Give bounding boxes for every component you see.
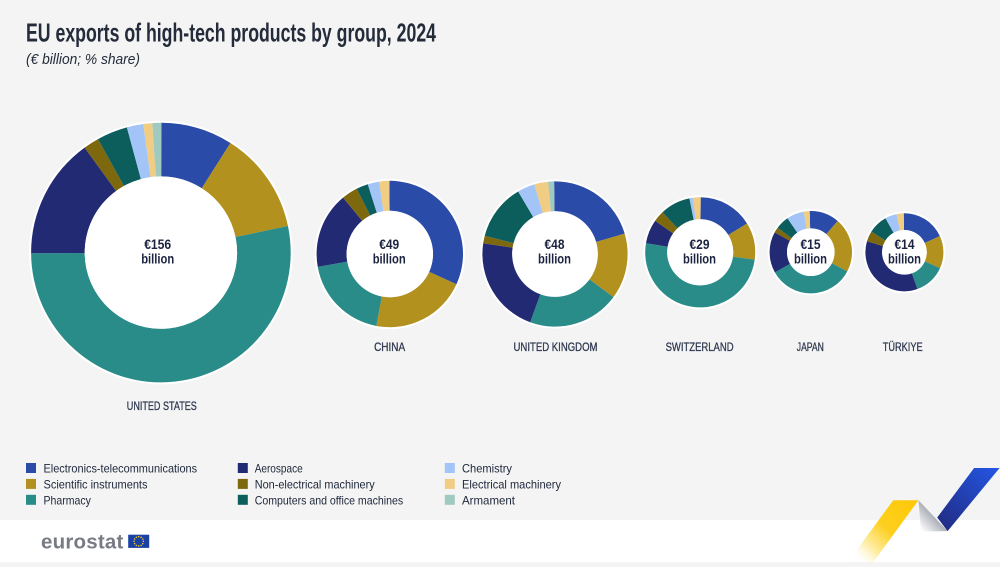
svg-text:Chemistry: Chemistry [462, 462, 512, 476]
svg-text:billion: billion [888, 251, 921, 267]
svg-text:eurostat: eurostat [41, 531, 123, 554]
svg-text:Armament: Armament [462, 493, 516, 507]
svg-text:Pharmacy: Pharmacy [44, 493, 91, 507]
svg-text:EU exports of high-tech produc: EU exports of high-tech products by grou… [26, 18, 436, 48]
svg-text:billion: billion [794, 251, 827, 267]
svg-text:Aerospace: Aerospace [255, 462, 303, 476]
svg-text:JAPAN: JAPAN [797, 340, 824, 354]
svg-text:UNITED STATES: UNITED STATES [127, 399, 197, 413]
svg-text:TÜRKIYE: TÜRKIYE [883, 340, 923, 354]
svg-text:€15: €15 [801, 236, 821, 252]
svg-text:€29: €29 [690, 236, 710, 252]
svg-text:€156: €156 [144, 236, 171, 252]
svg-text:€48: €48 [545, 236, 565, 252]
svg-text:Computers and office machines: Computers and office machines [255, 493, 404, 507]
svg-text:billion: billion [538, 251, 571, 267]
svg-text:Electronics-telecommunications: Electronics-telecommunications [44, 462, 198, 476]
svg-text:Non-electrical machinery: Non-electrical machinery [255, 478, 375, 492]
svg-text:SWITZERLAND: SWITZERLAND [666, 340, 734, 354]
svg-text:CHINA: CHINA [374, 340, 405, 354]
svg-text:billion: billion [373, 251, 406, 267]
svg-text:(€ billion; % share): (€ billion; % share) [26, 51, 140, 68]
svg-text:Electrical machinery: Electrical machinery [462, 478, 561, 492]
svg-text:€14: €14 [895, 236, 915, 252]
svg-text:billion: billion [141, 251, 174, 267]
svg-text:billion: billion [683, 251, 716, 267]
svg-text:UNITED KINGDOM: UNITED KINGDOM [514, 340, 598, 354]
svg-text:€49: €49 [379, 236, 399, 252]
svg-text:Scientific instruments: Scientific instruments [44, 478, 148, 492]
